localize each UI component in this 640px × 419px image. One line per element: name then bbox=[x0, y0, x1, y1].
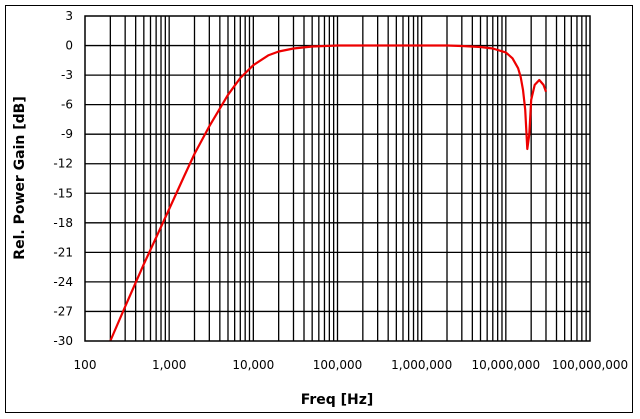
x-tick-label: 100,000,000 bbox=[552, 358, 628, 372]
y-tick-label: -12 bbox=[53, 157, 73, 171]
y-tick-label: -24 bbox=[53, 275, 73, 289]
y-tick-label: -6 bbox=[61, 98, 73, 112]
y-tick-label: -9 bbox=[61, 127, 73, 141]
y-tick-label: -27 bbox=[53, 304, 73, 318]
y-tick-label: 0 bbox=[65, 39, 73, 53]
x-tick-label: 10,000 bbox=[232, 358, 274, 372]
x-tick-label: 1,000 bbox=[152, 358, 186, 372]
x-tick-label: 10,000,000 bbox=[471, 358, 540, 372]
y-tick-label: -3 bbox=[61, 68, 73, 82]
x-axis-label: Freq [Hz] bbox=[301, 392, 374, 408]
y-tick-label: -21 bbox=[53, 245, 73, 259]
y-tick-label: -18 bbox=[53, 216, 73, 230]
x-tick-label: 100 bbox=[74, 358, 97, 372]
x-tick-label: 100,000 bbox=[313, 358, 363, 372]
y-tick-label: 3 bbox=[65, 9, 73, 23]
x-tick-label: 1,000,000 bbox=[391, 358, 452, 372]
x-tick-labels: 100 1,000 10,000 100,000 1,000,000 10,000,000… bbox=[74, 358, 629, 372]
grid bbox=[85, 16, 590, 341]
y-tick-labels: 3 0 -3 -6 -9 -12 -15 -18 -21 -24 -27 -30 bbox=[53, 9, 73, 348]
series-line bbox=[109, 44, 548, 342]
y-tick-label: -30 bbox=[53, 334, 73, 348]
plot-area-border bbox=[84, 15, 591, 342]
y-tick-label: -15 bbox=[53, 186, 73, 200]
y-axis-label: Rel. Power Gain [dB] bbox=[12, 96, 28, 259]
